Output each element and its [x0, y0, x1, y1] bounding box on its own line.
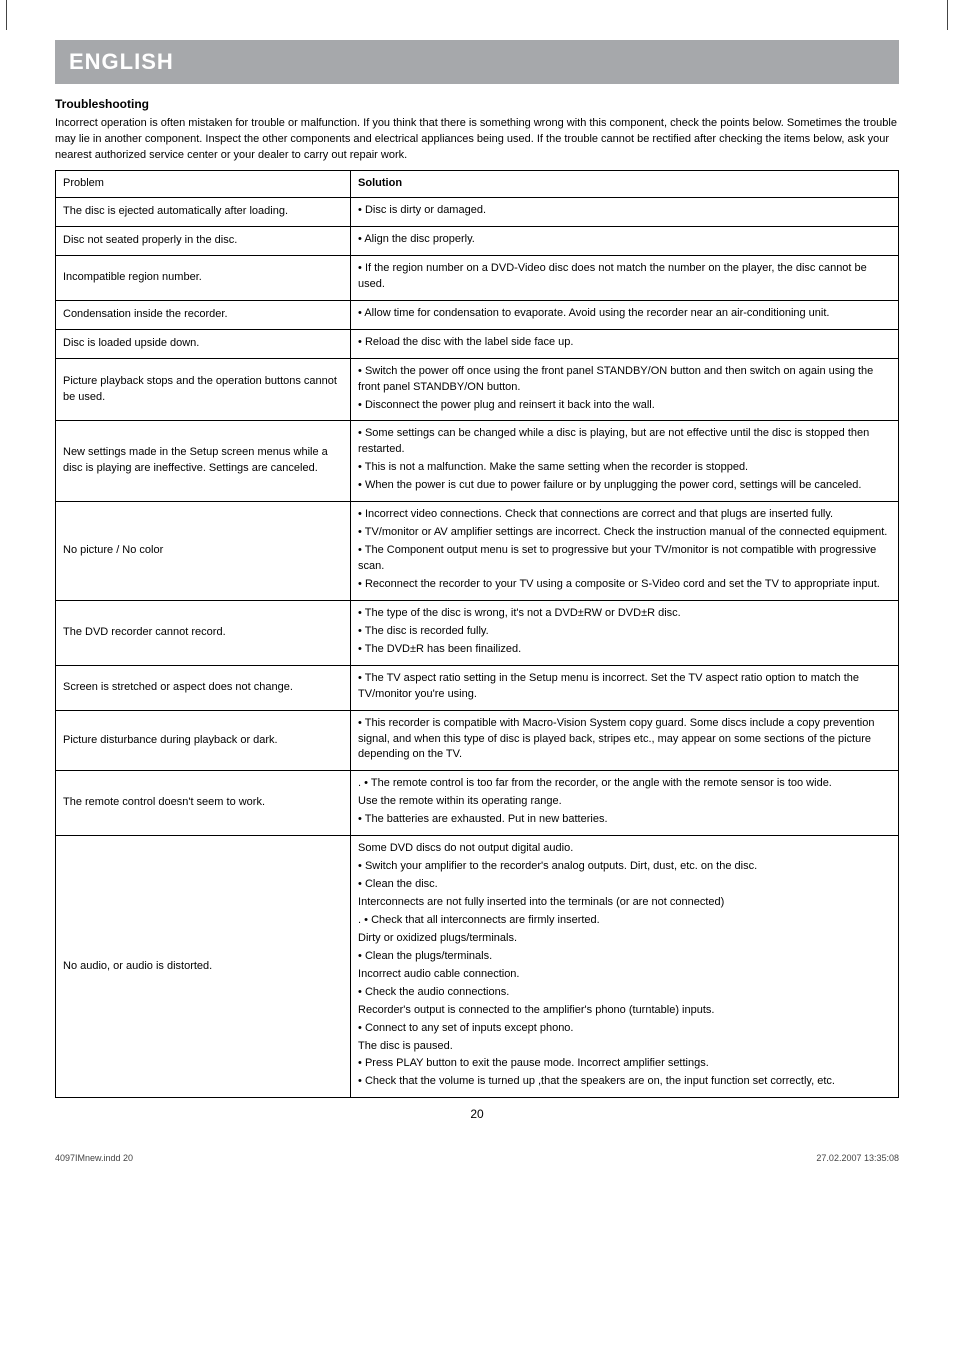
problem-cell: The DVD recorder cannot record.	[56, 600, 351, 665]
solution-line: Some DVD discs do not output digital aud…	[358, 841, 891, 857]
col-header-problem: Problem	[56, 171, 351, 198]
solution-line: • This is not a malfunction. Make the sa…	[358, 460, 891, 476]
solution-line: • If the region number on a DVD-Video di…	[358, 261, 891, 293]
problem-cell: No picture / No color	[56, 502, 351, 601]
solution-cell: • Allow time for condensation to evapora…	[351, 300, 899, 329]
table-row: Condensation inside the recorder. • Allow…	[56, 300, 899, 329]
footer-left: 4097IMnew.indd 20	[55, 1152, 133, 1165]
solution-line: Incorrect audio cable connection.	[358, 967, 891, 983]
solution-line: • The type of the disc is wrong, it's no…	[358, 606, 891, 622]
table-row: The DVD recorder cannot record. • The typ…	[56, 600, 899, 665]
problem-cell: Picture playback stops and the operation…	[56, 358, 351, 421]
solution-line: • Clean the plugs/terminals.	[358, 949, 891, 965]
solution-cell: • Disc is dirty or damaged.	[351, 198, 899, 227]
solution-line: • Reload the disc with the label side fa…	[358, 335, 891, 351]
table-row: New settings made in the Setup screen me…	[56, 421, 899, 502]
solution-line: • Check that the volume is turned up ,th…	[358, 1074, 891, 1090]
solution-line: • Allow time for condensation to evapora…	[358, 306, 891, 322]
solution-line: • Disconnect the power plug and reinsert…	[358, 398, 891, 414]
solution-line: • Clean the disc.	[358, 877, 891, 893]
table-row: Picture playback stops and the operation…	[56, 358, 899, 421]
table-row: Screen is stretched or aspect does not c…	[56, 665, 899, 710]
solution-cell: . • The remote control is too far from t…	[351, 771, 899, 836]
table-row: Incompatible region number.• If the regi…	[56, 255, 899, 300]
solution-line: • TV/monitor or AV amplifier settings ar…	[358, 525, 891, 541]
solution-cell: • Switch the power off once using the fr…	[351, 358, 899, 421]
col-header-solution: Solution	[351, 171, 899, 198]
solution-line: • The Component output menu is set to pr…	[358, 543, 891, 575]
solution-line: • When the power is cut due to power fai…	[358, 478, 891, 494]
footer: 4097IMnew.indd 20 27.02.2007 13:35:08	[55, 1152, 899, 1165]
solution-cell: • Some settings can be changed while a d…	[351, 421, 899, 502]
solution-line: Interconnects are not fully inserted int…	[358, 895, 891, 911]
solution-line: The disc is paused.	[358, 1039, 891, 1055]
solution-line: • Press PLAY button to exit the pause mo…	[358, 1056, 891, 1072]
solution-cell: • If the region number on a DVD-Video di…	[351, 255, 899, 300]
solution-line: • The TV aspect ratio setting in the Set…	[358, 671, 891, 703]
solution-line: • This recorder is compatible with Macro…	[358, 716, 891, 764]
solution-line: • Some settings can be changed while a d…	[358, 426, 891, 458]
solution-line: • Check the audio connections.	[358, 985, 891, 1001]
table-row: The disc is ejected automatically after …	[56, 198, 899, 227]
solution-line: • The disc is recorded fully.	[358, 624, 891, 640]
solution-line: Recorder's output is connected to the am…	[358, 1003, 891, 1019]
problem-cell: Incompatible region number.	[56, 255, 351, 300]
solution-line: • Incorrect video connections. Check tha…	[358, 507, 891, 523]
language-bar: ENGLISH	[55, 40, 899, 84]
solution-line: . • The remote control is too far from t…	[358, 776, 891, 792]
solution-line: • Switch the power off once using the fr…	[358, 364, 891, 396]
page-number: 20	[55, 1106, 899, 1123]
intro-paragraph: Incorrect operation is often mistaken fo…	[55, 116, 899, 164]
solution-cell: • This recorder is compatible with Macro…	[351, 710, 899, 771]
table-row: Disc not seated properly in the disc. • A…	[56, 226, 899, 255]
problem-cell: Condensation inside the recorder.	[56, 300, 351, 329]
solution-cell: • Align the disc properly.	[351, 226, 899, 255]
solution-line: . • Check that all interconnects are fir…	[358, 913, 891, 929]
solution-cell: • The type of the disc is wrong, it's no…	[351, 600, 899, 665]
problem-cell: Screen is stretched or aspect does not c…	[56, 665, 351, 710]
table-row: No picture / No color • Incorrect video c…	[56, 502, 899, 601]
solution-line: • Connect to any set of inputs except ph…	[358, 1021, 891, 1037]
solution-line: • Disc is dirty or damaged.	[358, 203, 891, 219]
solution-line: • The batteries are exhausted. Put in ne…	[358, 812, 891, 828]
table-row: Picture disturbance during playback or d…	[56, 710, 899, 771]
solution-line: • Align the disc properly.	[358, 232, 891, 248]
table-body: The disc is ejected automatically after …	[56, 198, 899, 1098]
solution-line: • Switch your amplifier to the recorder'…	[358, 859, 891, 875]
table-row: No audio, or audio is distorted. Some DVD…	[56, 836, 899, 1098]
problem-cell: Picture disturbance during playback or d…	[56, 710, 351, 771]
problem-cell: No audio, or audio is distorted.	[56, 836, 351, 1098]
solution-line: Dirty or oxidized plugs/terminals.	[358, 931, 891, 947]
solution-cell: • Reload the disc with the label side fa…	[351, 329, 899, 358]
problem-cell: The remote control doesn't seem to work.	[56, 771, 351, 836]
problem-cell: New settings made in the Setup screen me…	[56, 421, 351, 502]
table-row: The remote control doesn't seem to work.…	[56, 771, 899, 836]
problem-cell: The disc is ejected automatically after …	[56, 198, 351, 227]
problem-cell: Disc is loaded upside down.	[56, 329, 351, 358]
problem-cell: Disc not seated properly in the disc.	[56, 226, 351, 255]
solution-line: Use the remote within its operating rang…	[358, 794, 891, 810]
footer-right: 27.02.2007 13:35:08	[816, 1152, 899, 1165]
troubleshooting-table: Problem Solution The disc is ejected aut…	[55, 170, 899, 1098]
solution-cell: • Incorrect video connections. Check tha…	[351, 502, 899, 601]
solution-line: • The DVD±R has been finailized.	[358, 642, 891, 658]
solution-cell: • The TV aspect ratio setting in the Set…	[351, 665, 899, 710]
table-row: Disc is loaded upside down. • Reload the …	[56, 329, 899, 358]
table-header-row: Problem Solution	[56, 171, 899, 198]
section-title: Troubleshooting	[55, 96, 899, 113]
solution-cell: Some DVD discs do not output digital aud…	[351, 836, 899, 1098]
solution-line: • Reconnect the recorder to your TV usin…	[358, 577, 891, 593]
